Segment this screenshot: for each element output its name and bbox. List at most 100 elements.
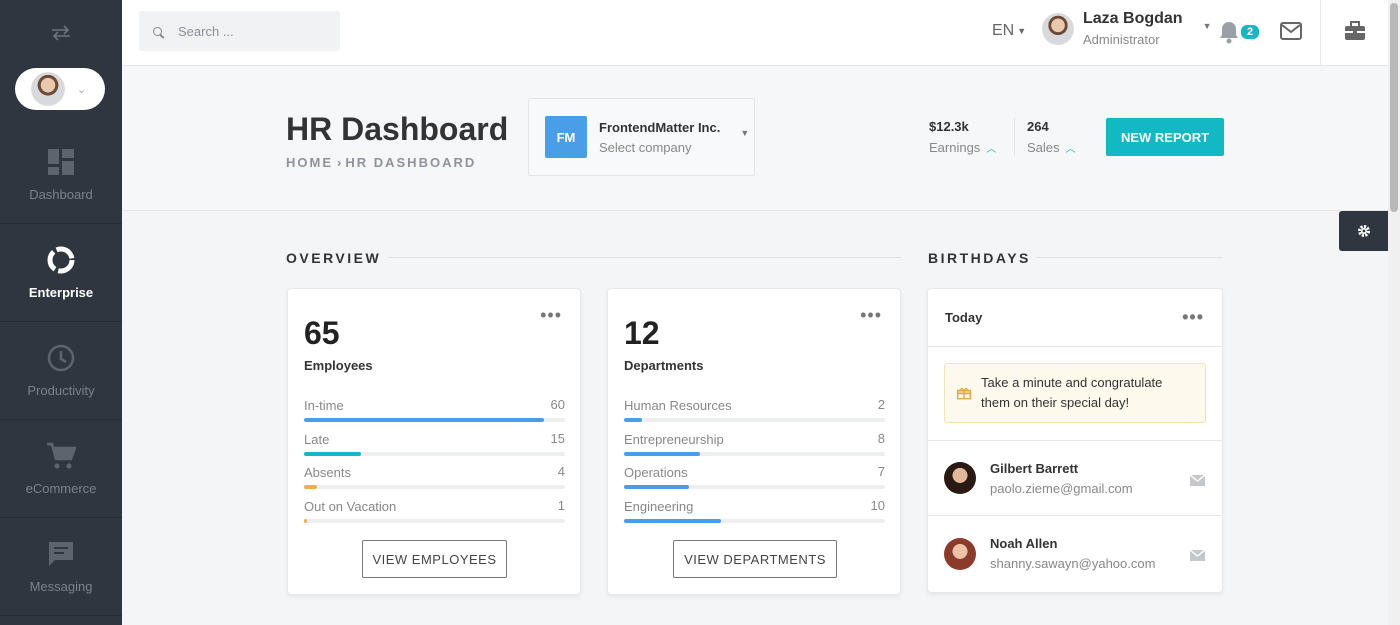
page-title: HR Dashboard (286, 111, 509, 147)
swap-icon[interactable] (0, 0, 122, 66)
progress-fill (304, 518, 307, 523)
progress-track (624, 418, 885, 422)
progress-fill (624, 418, 643, 422)
breadcrumb-separator-icon: › (337, 155, 342, 170)
sidebar-item-messaging[interactable]: Messaging (0, 518, 122, 616)
search-box[interactable] (139, 11, 340, 51)
earnings-label: Earnings (929, 140, 981, 155)
birthday-alert: Take a minute and congratulate them on t… (944, 363, 1206, 423)
sidebar-item-label: Dashboard (29, 187, 93, 202)
person-email: shanny.sawayn@yahoo.com (990, 556, 1156, 571)
avatar (944, 462, 976, 494)
birthdays-tab-label: Today (945, 310, 983, 325)
bell-icon[interactable] (1219, 20, 1239, 49)
sidebar: ⌄ Dashboard Enterprise Productivity eCom… (0, 0, 122, 625)
sidebar-item-productivity[interactable]: Productivity (0, 322, 122, 420)
divider (388, 257, 901, 258)
scrollbar[interactable] (1388, 0, 1400, 625)
employees-breakdown: In-time 60 Late 15 Absents 4 Out on Vacatio… (304, 397, 565, 531)
new-report-button[interactable]: NEW REPORT (1106, 118, 1224, 156)
row-value: 10 (870, 497, 885, 513)
sidebar-item-enterprise[interactable]: Enterprise (0, 224, 122, 322)
company-logo: FM (545, 116, 587, 158)
list-item: Late 15 (304, 431, 565, 465)
employees-label: Employees (304, 358, 373, 373)
notification-badge: 2 (1239, 23, 1262, 41)
sidebar-item-ecommerce[interactable]: eCommerce (0, 420, 122, 518)
sidebar-item-label: Messaging (29, 579, 93, 594)
progress-fill (304, 485, 318, 489)
list-item: Absents 4 (304, 464, 565, 498)
search-icon (153, 26, 162, 36)
chevron-up-icon: ︿ (1065, 144, 1076, 155)
more-options-icon[interactable]: ••• (860, 305, 882, 325)
user-name: Laza Bogdan (1083, 10, 1183, 27)
envelope-icon[interactable] (1189, 473, 1206, 491)
earnings-stat: $12.3k Earnings ︿ (929, 119, 996, 155)
row-label: Human Resources (624, 398, 732, 413)
sidebar-item-label: Productivity (27, 383, 95, 398)
settings-button[interactable] (1339, 211, 1388, 251)
birthdays-title: BIRTHDAYS (928, 250, 1031, 266)
language-selector[interactable]: EN ▼ (992, 22, 1026, 40)
row-label: Late (304, 431, 330, 447)
company-select-label: Select company (599, 139, 692, 155)
chevron-down-icon: ⌄ (77, 83, 87, 96)
envelope-icon[interactable] (1189, 548, 1206, 566)
birthdays-tab[interactable]: Today ••• (928, 289, 1222, 347)
divider (1014, 118, 1015, 156)
more-options-icon[interactable]: ••• (1182, 307, 1204, 327)
breadcrumb: HOME › HR DASHBOARD (286, 155, 476, 170)
view-departments-button[interactable]: VIEW DEPARTMENTS (673, 540, 837, 578)
progress-fill (624, 518, 721, 523)
list-item[interactable]: Noah Allen shanny.sawayn@yahoo.com (928, 516, 1222, 591)
more-options-icon[interactable]: ••• (540, 305, 562, 325)
divider (1320, 0, 1321, 66)
caret-down-icon: ▼ (740, 128, 750, 138)
user-menu-pill[interactable]: ⌄ (15, 68, 105, 110)
topbar: EN▼ Laza Bogdan Administrator ▼ 2 (122, 0, 1388, 66)
sales-label: Sales (1027, 140, 1060, 155)
sidebar-nav: Dashboard Enterprise Productivity eComme… (0, 126, 122, 616)
row-value: 4 (557, 464, 565, 479)
departments-label: Departments (624, 358, 704, 373)
breadcrumb-home[interactable]: HOME (286, 155, 333, 170)
progress-fill (304, 451, 362, 456)
overview-title: OVERVIEW (286, 250, 382, 266)
caret-down-icon: ▼ (1202, 20, 1212, 31)
list-item[interactable]: Gilbert Barrett paolo.zieme@gmail.com (928, 441, 1222, 516)
avatar (944, 537, 976, 570)
progress-track (304, 485, 565, 489)
divider (1036, 257, 1223, 258)
departments-breakdown: Human Resources 2 Entrepreneurship 8 Opera… (624, 397, 885, 531)
dashboard-icon (46, 147, 76, 177)
sales-stat: 264 Sales ︿ (1027, 119, 1076, 155)
gear-icon (1357, 225, 1370, 237)
list-item: Operations 7 (624, 464, 885, 498)
language-label: EN (992, 22, 1015, 39)
donut-icon (46, 245, 76, 275)
progress-fill (624, 485, 690, 489)
row-value: 7 (877, 464, 885, 479)
mail-icon[interactable] (1280, 22, 1302, 45)
sidebar-item-dashboard[interactable]: Dashboard (0, 126, 122, 224)
company-selector[interactable]: FM FrontendMatter Inc. Select company ▼ (528, 98, 755, 176)
user-role: Administrator (1083, 32, 1160, 47)
row-label: Entrepreneurship (624, 431, 724, 447)
search-input[interactable] (178, 23, 328, 39)
clock-icon (46, 343, 76, 373)
row-value: 15 (550, 430, 565, 446)
briefcase-icon[interactable] (1344, 21, 1366, 46)
row-label: Operations (624, 465, 688, 480)
cart-icon (46, 441, 76, 471)
list-item: Out on Vacation 1 (304, 498, 565, 532)
progress-fill (624, 451, 700, 456)
view-employees-button[interactable]: VIEW EMPLOYEES (362, 540, 507, 578)
birthday-message: Take a minute and congratulate them on t… (981, 375, 1163, 410)
scrollbar-thumb[interactable] (1390, 3, 1398, 212)
chevron-up-icon: ︿ (986, 144, 997, 155)
user-menu[interactable]: Laza Bogdan Administrator ▼ (1042, 10, 1211, 47)
company-name: FrontendMatter Inc. (599, 119, 721, 135)
sidebar-item-label: Enterprise (28, 285, 94, 300)
row-value: 60 (550, 397, 565, 412)
